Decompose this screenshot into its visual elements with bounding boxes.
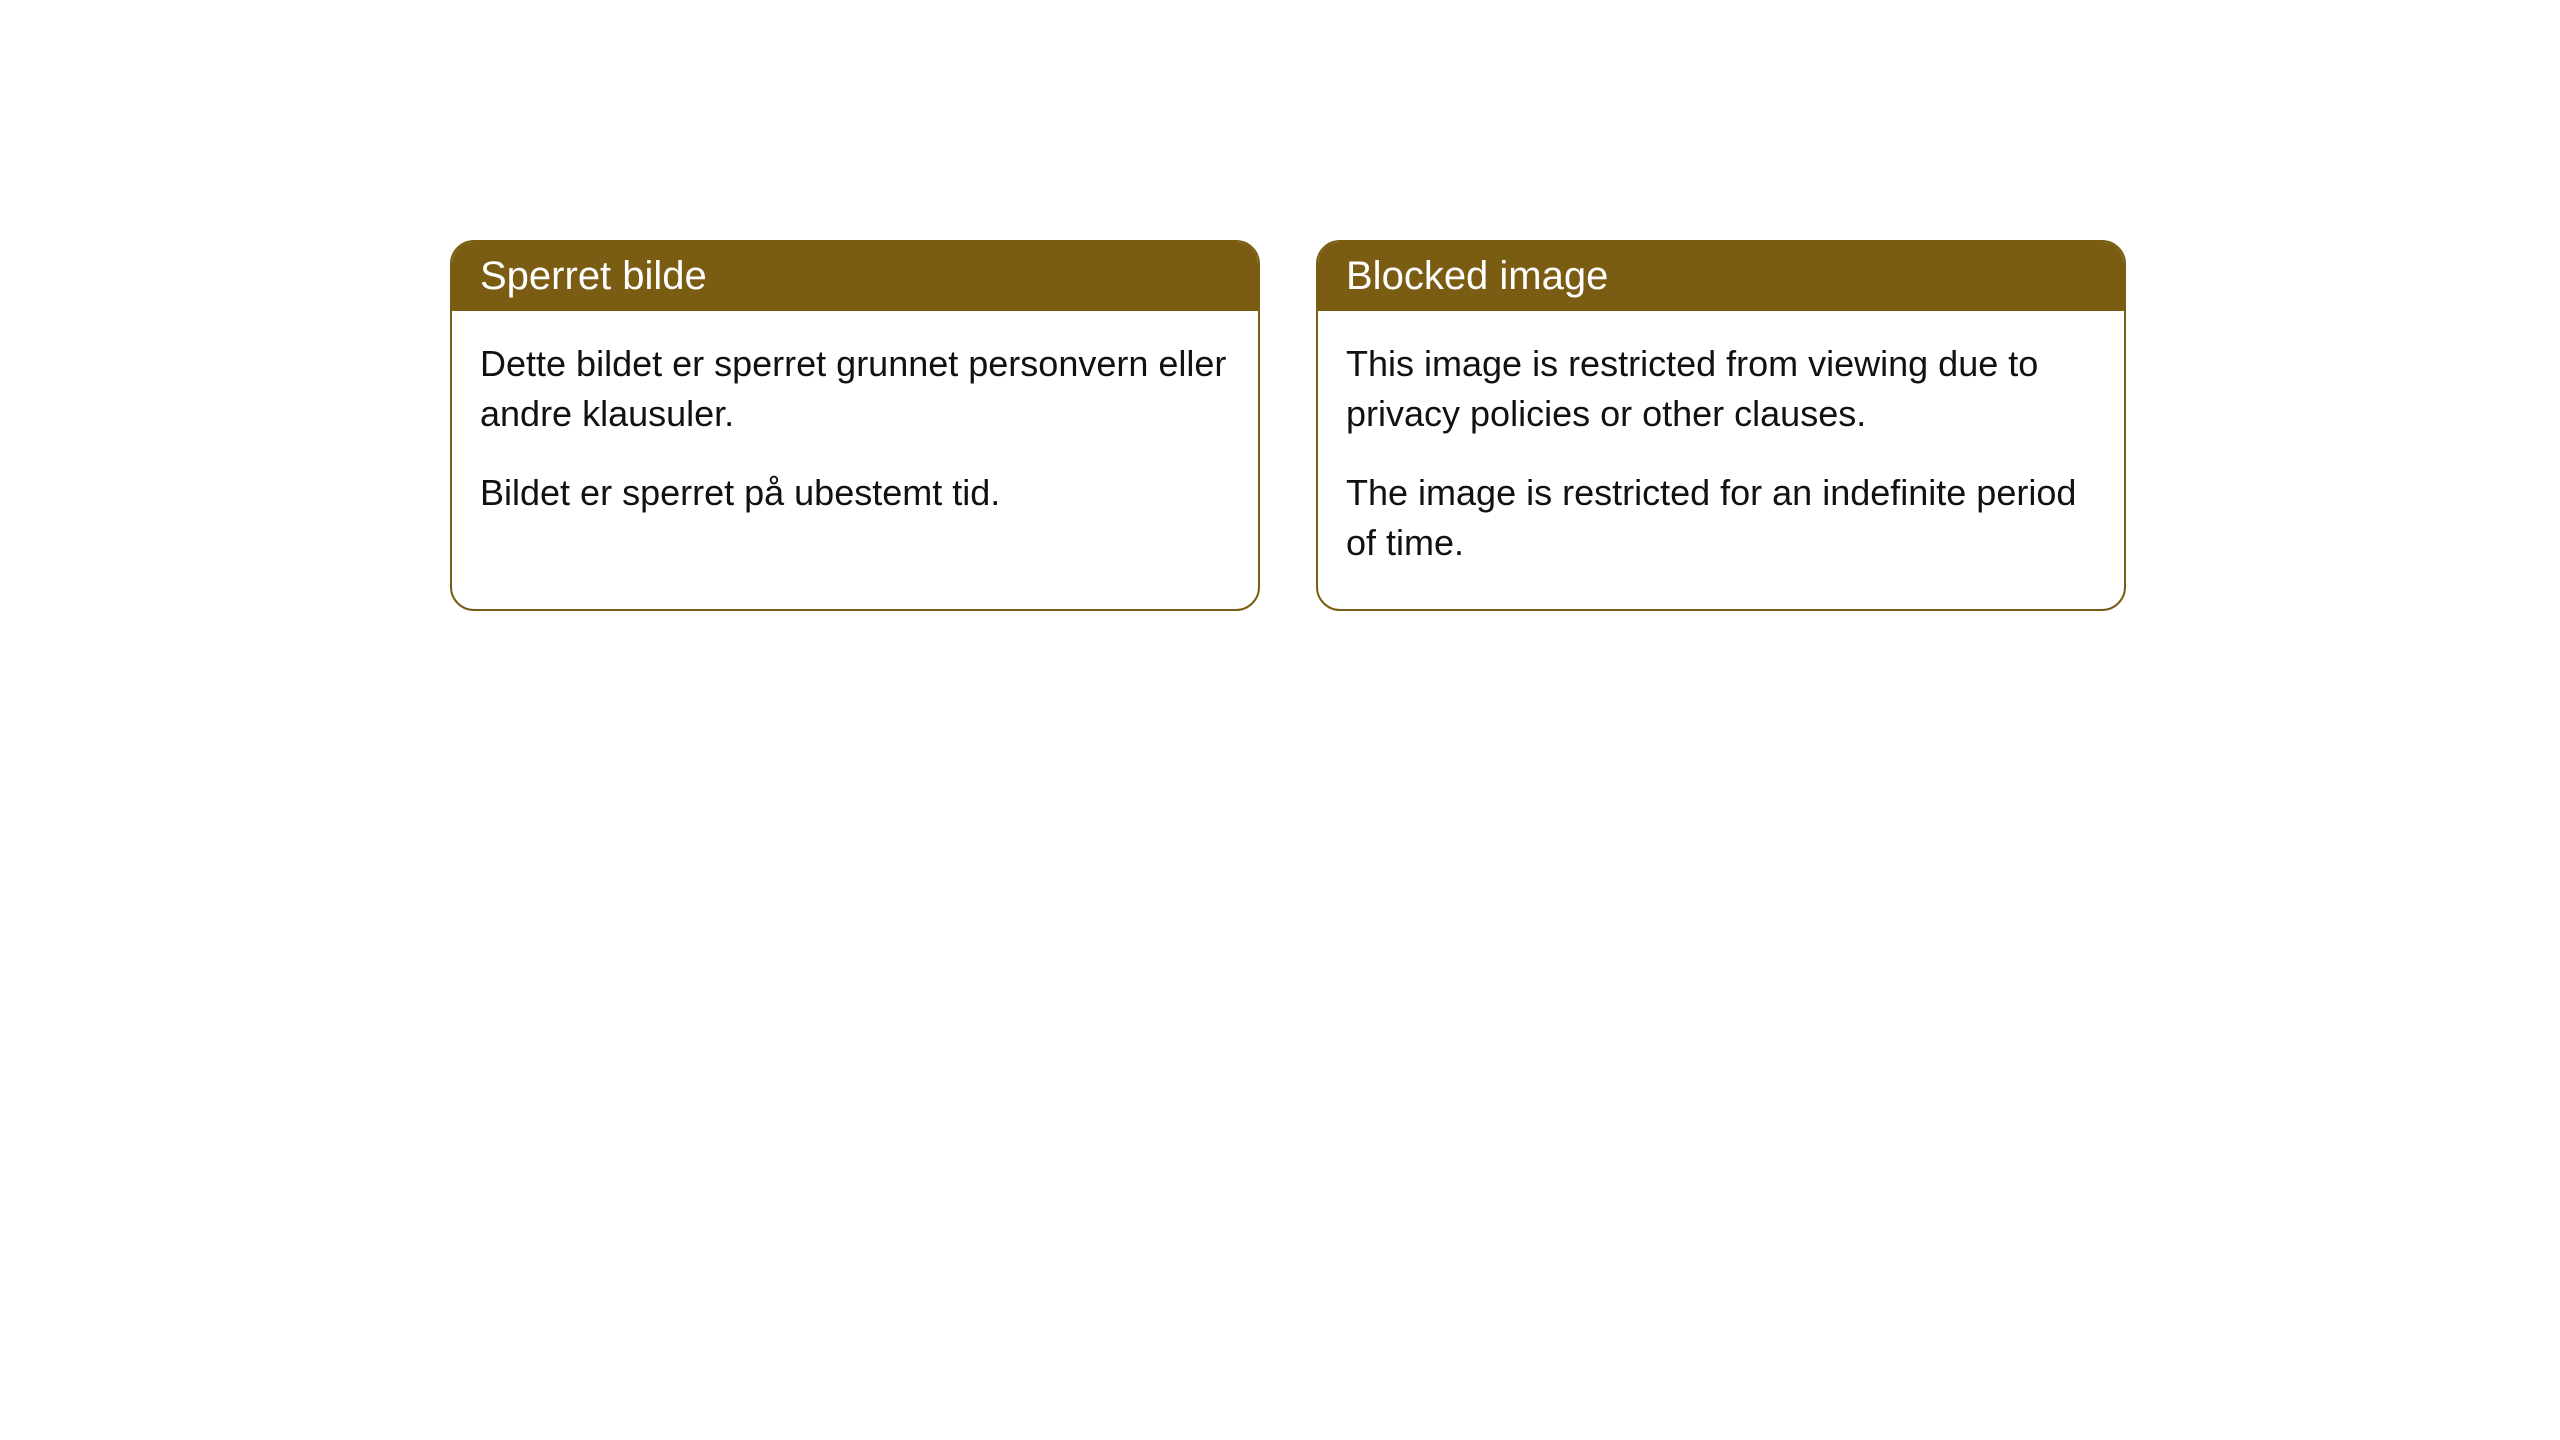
- card-title: Blocked image: [1346, 254, 1608, 298]
- card-body-norwegian: Dette bildet er sperret grunnet personve…: [452, 311, 1258, 558]
- card-header-english: Blocked image: [1318, 242, 2124, 311]
- card-paragraph-2: Bildet er sperret på ubestemt tid.: [480, 468, 1230, 518]
- card-title: Sperret bilde: [480, 254, 707, 298]
- card-body-english: This image is restricted from viewing du…: [1318, 311, 2124, 609]
- card-header-norwegian: Sperret bilde: [452, 242, 1258, 311]
- card-paragraph-1: Dette bildet er sperret grunnet personve…: [480, 339, 1230, 440]
- blocked-image-card-norwegian: Sperret bilde Dette bildet er sperret gr…: [450, 240, 1260, 611]
- cards-container: Sperret bilde Dette bildet er sperret gr…: [0, 0, 2560, 611]
- card-paragraph-1: This image is restricted from viewing du…: [1346, 339, 2096, 440]
- blocked-image-card-english: Blocked image This image is restricted f…: [1316, 240, 2126, 611]
- card-paragraph-2: The image is restricted for an indefinit…: [1346, 468, 2096, 569]
